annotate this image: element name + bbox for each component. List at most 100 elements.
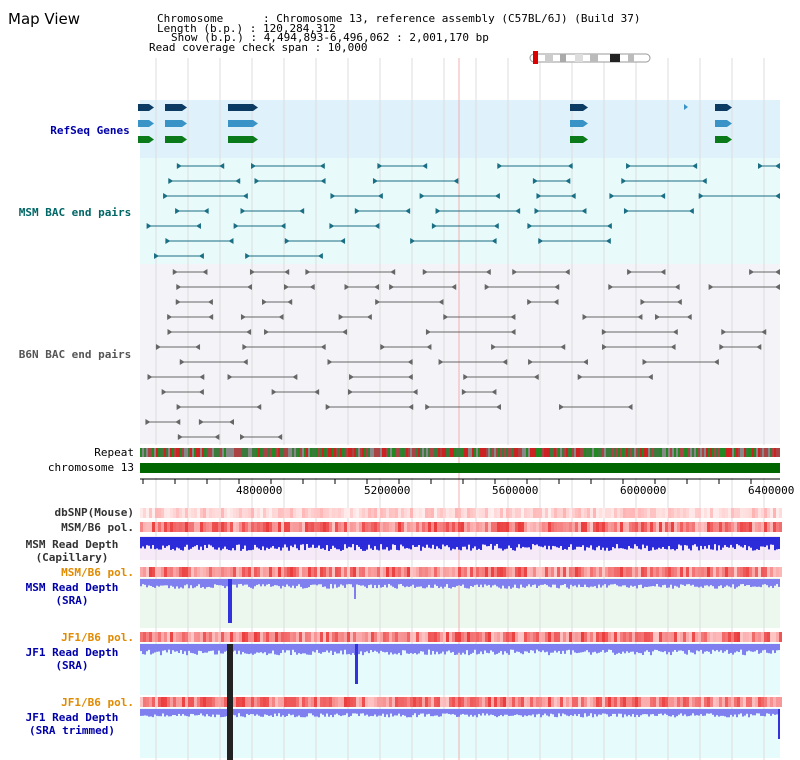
depth-bar xyxy=(312,644,314,652)
pol-band xyxy=(236,632,239,642)
pol-band xyxy=(224,632,227,642)
depth-bar xyxy=(502,537,504,551)
pol-band xyxy=(581,697,584,707)
depth-bar xyxy=(338,579,340,587)
depth-bar xyxy=(238,579,240,585)
ideogram-band xyxy=(610,54,620,62)
pol-band xyxy=(764,522,767,532)
pol-band xyxy=(152,697,155,707)
refseq-genes-label[interactable]: RefSeq Genes xyxy=(50,124,130,137)
repeat-mark xyxy=(392,448,394,457)
depth-bar xyxy=(488,709,490,716)
depth-bar xyxy=(594,537,596,551)
span-info: Read coverage check span : 10,000 xyxy=(149,41,368,54)
depth-bar xyxy=(206,579,208,588)
bac-end xyxy=(582,314,588,320)
bac-end xyxy=(698,193,704,199)
pol-band xyxy=(620,697,623,707)
msm-bac-label[interactable]: MSM BAC end pairs xyxy=(18,206,132,219)
b6n-bac-label[interactable]: B6N BAC end pairs xyxy=(18,348,132,361)
depth-bar xyxy=(712,579,714,587)
depth-bar xyxy=(604,644,606,653)
depth-bar xyxy=(164,537,166,548)
pol-band xyxy=(344,697,347,707)
depth-bar xyxy=(246,709,248,714)
bac-end xyxy=(330,193,336,199)
pol-band xyxy=(170,697,173,707)
pol-band xyxy=(239,522,242,532)
depth-bar xyxy=(452,644,454,652)
depth-bar xyxy=(726,709,728,718)
depth-bar xyxy=(658,709,660,714)
pol-band xyxy=(464,522,467,532)
bac-end xyxy=(202,269,208,275)
depth-bar xyxy=(278,709,280,714)
depth-bar xyxy=(360,644,362,652)
bac-end xyxy=(749,269,755,275)
pol-band xyxy=(191,522,194,532)
depth-bar xyxy=(606,644,608,652)
pol-band xyxy=(314,697,317,707)
depth-bar xyxy=(642,709,644,715)
pol-band xyxy=(536,567,539,577)
repeat-mark xyxy=(456,448,458,457)
depth-bar xyxy=(318,644,320,653)
depth-bar xyxy=(224,537,226,547)
pol-band xyxy=(272,697,275,707)
pol-band xyxy=(608,632,611,642)
depth-bar xyxy=(308,709,310,714)
depth-bar xyxy=(576,537,578,547)
pol-band xyxy=(281,632,284,642)
repeat-mark xyxy=(508,448,510,457)
depth-bar xyxy=(486,644,488,653)
repeat-mark xyxy=(724,448,726,457)
repeat-mark xyxy=(254,448,256,457)
depth-bar xyxy=(458,579,460,586)
pol-band xyxy=(146,508,149,518)
bac-end xyxy=(198,419,204,425)
depth-bar xyxy=(386,644,388,652)
pol-band xyxy=(197,522,200,532)
depth-bar xyxy=(324,709,326,717)
bac-end xyxy=(670,344,676,350)
depth-bar xyxy=(200,537,202,547)
repeat-mark xyxy=(534,448,536,457)
pol-band xyxy=(146,632,149,642)
depth-bar xyxy=(256,537,258,548)
repeat-mark xyxy=(158,448,160,457)
pol-band xyxy=(683,632,686,642)
depth-bar xyxy=(204,537,206,546)
depth-bar xyxy=(634,537,636,545)
pol-band xyxy=(461,632,464,642)
pol-band xyxy=(740,697,743,707)
pol-band xyxy=(503,697,506,707)
pol-band xyxy=(527,567,530,577)
depth-bar xyxy=(196,709,198,716)
depth-bar xyxy=(730,709,732,715)
pol-band xyxy=(419,508,422,518)
depth-bar xyxy=(628,644,630,653)
pol-band xyxy=(443,508,446,518)
depth-bar xyxy=(160,644,162,656)
pol-band xyxy=(638,697,641,707)
pol-band xyxy=(641,508,644,518)
repeat-mark xyxy=(660,448,662,457)
pol-band xyxy=(551,508,554,518)
pol-band xyxy=(695,697,698,707)
depth-bar xyxy=(170,644,172,654)
pol-band xyxy=(215,697,218,707)
depth-bar xyxy=(714,644,716,652)
repeat-mark xyxy=(238,448,240,457)
pol-band xyxy=(398,632,401,642)
depth-bar xyxy=(496,709,498,718)
depth-bar xyxy=(470,644,472,654)
repeat-mark xyxy=(598,448,600,457)
depth-bar xyxy=(534,537,536,546)
depth-bar xyxy=(148,579,150,586)
repeat-mark xyxy=(442,448,444,457)
pol-band xyxy=(455,567,458,577)
depth-bar xyxy=(252,644,254,655)
depth-bar xyxy=(240,537,242,551)
depth-bar xyxy=(512,644,514,650)
